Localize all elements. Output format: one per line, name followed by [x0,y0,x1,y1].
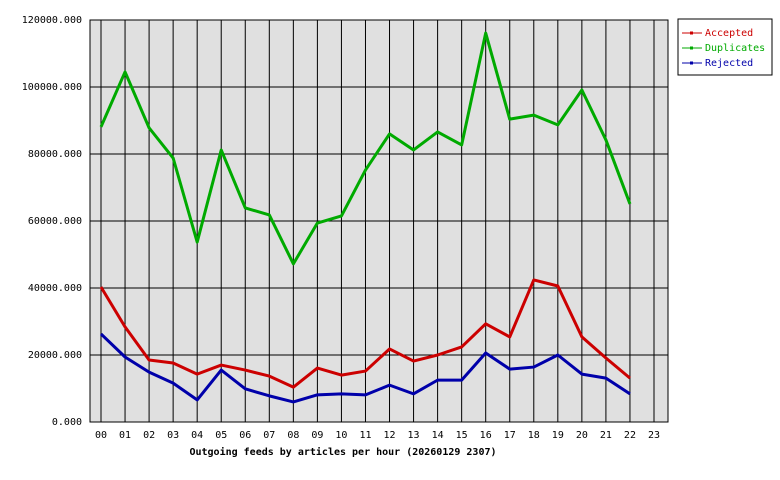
x-tick-label: 22 [624,430,636,441]
x-axis-label: Outgoing feeds by articles per hour (202… [189,446,496,458]
x-tick-label: 06 [239,430,251,441]
x-tick-label: 12 [383,430,395,441]
legend-marker [690,31,693,35]
x-tick-label: 18 [528,430,540,441]
y-tick-label: 40000.000 [28,283,82,294]
x-tick-label: 13 [408,430,420,441]
y-tick-label: 20000.000 [28,350,82,361]
y-tick-label: 60000.000 [28,216,82,227]
x-tick-label: 04 [191,430,203,441]
plot-border [89,19,669,423]
x-tick-label: 01 [119,430,131,441]
legend-marker [690,46,693,50]
series-line [99,31,632,266]
legend-marker [690,61,693,65]
legend-label: Rejected [705,58,753,69]
x-tick-label: 02 [143,430,155,441]
y-tick-label: 0.000 [52,417,82,428]
x-tick-label: 05 [215,430,227,441]
x-tick-label: 10 [335,430,347,441]
x-tick-label: 08 [287,430,299,441]
x-tick-label: 20 [576,430,588,441]
x-tick-label: 21 [600,430,612,441]
x-tick-label: 03 [167,430,179,441]
x-tick-label: 19 [552,430,564,441]
legend-label: Accepted [705,28,753,39]
x-tick-label: 17 [504,430,516,441]
x-tick-label: 14 [432,430,444,441]
legend-box [677,18,773,76]
y-tick-label: 80000.000 [28,149,82,160]
x-tick-label: 23 [648,430,660,441]
x-tick-label: 11 [359,430,371,441]
x-tick-label: 16 [480,430,492,441]
series-line [99,332,631,404]
x-tick-label: 07 [263,430,275,441]
series-line [99,278,631,389]
y-tick-label: 120000.000 [22,15,82,26]
x-tick-label: 00 [95,430,107,441]
legend-label: Duplicates [705,43,765,54]
x-tick-label: 15 [456,430,468,441]
y-tick-label: 100000.000 [22,82,82,93]
x-tick-label: 09 [311,430,323,441]
